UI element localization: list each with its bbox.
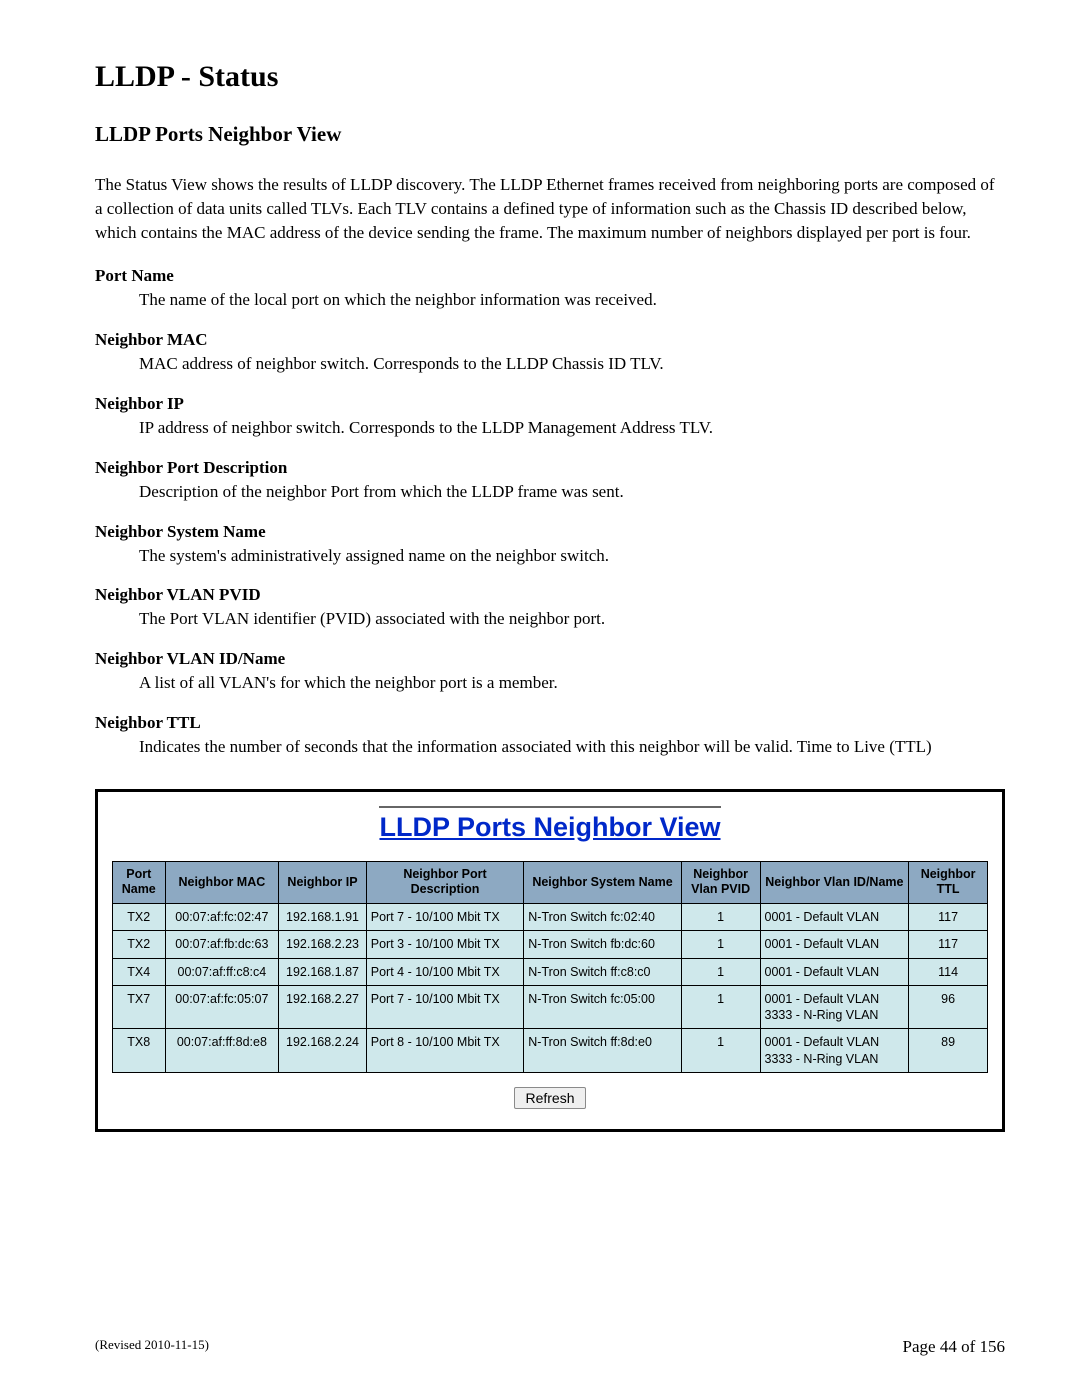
definition-item: Neighbor System NameThe system's adminis… — [95, 522, 1005, 568]
definition-description: Description of the neighbor Port from wh… — [139, 480, 1005, 504]
definition-description: A list of all VLAN's for which the neigh… — [139, 671, 1005, 695]
table-cell: 00:07:af:ff:c8:c4 — [165, 958, 279, 985]
table-cell: N-Tron Switch fb:dc:60 — [524, 931, 682, 958]
table-row: TX200:07:af:fb:dc:63192.168.2.23Port 3 -… — [113, 931, 988, 958]
table-cell: 1 — [681, 985, 760, 1029]
definition-description: Indicates the number of seconds that the… — [139, 735, 1005, 759]
table-cell: 192.168.1.91 — [279, 904, 367, 931]
table-cell: 1 — [681, 1029, 760, 1073]
table-cell: 1 — [681, 958, 760, 985]
table-cell: 0001 - Default VLAN3333 - N-Ring VLAN — [760, 1029, 909, 1073]
table-cell: 00:07:af:fb:dc:63 — [165, 931, 279, 958]
table-cell: 0001 - Default VLAN — [760, 958, 909, 985]
table-cell: 89 — [909, 1029, 988, 1073]
table-header-cell: Port Name — [113, 861, 166, 903]
definition-item: Neighbor MACMAC address of neighbor swit… — [95, 330, 1005, 376]
table-cell: Port 7 - 10/100 Mbit TX — [366, 904, 524, 931]
table-cell: 96 — [909, 985, 988, 1029]
table-cell: 00:07:af:ff:8d:e8 — [165, 1029, 279, 1073]
table-cell: 192.168.2.27 — [279, 985, 367, 1029]
table-cell: 00:07:af:fc:02:47 — [165, 904, 279, 931]
definition-item: Neighbor VLAN ID/NameA list of all VLAN'… — [95, 649, 1005, 695]
table-row: TX700:07:af:fc:05:07192.168.2.27Port 7 -… — [113, 985, 988, 1029]
table-cell: Port 3 - 10/100 Mbit TX — [366, 931, 524, 958]
page-footer: (Revised 2010-11-15) Page 44 of 156 — [95, 1337, 1005, 1357]
table-row: TX200:07:af:fc:02:47192.168.1.91Port 7 -… — [113, 904, 988, 931]
definitions-list: Port NameThe name of the local port on w… — [95, 266, 1005, 758]
definition-description: The system's administratively assigned n… — [139, 544, 1005, 568]
table-header-row: Port NameNeighbor MACNeighbor IPNeighbor… — [113, 861, 988, 903]
page-subtitle: LLDP Ports Neighbor View — [95, 122, 1005, 147]
table-cell: N-Tron Switch fc:02:40 — [524, 904, 682, 931]
definition-item: Neighbor Port DescriptionDescription of … — [95, 458, 1005, 504]
table-cell: 0001 - Default VLAN3333 - N-Ring VLAN — [760, 985, 909, 1029]
table-cell: 192.168.1.87 — [279, 958, 367, 985]
definition-description: MAC address of neighbor switch. Correspo… — [139, 352, 1005, 376]
definition-item: Port NameThe name of the local port on w… — [95, 266, 1005, 312]
table-header-cell: Neighbor System Name — [524, 861, 682, 903]
table-row: TX800:07:af:ff:8d:e8192.168.2.24Port 8 -… — [113, 1029, 988, 1073]
table-row: TX400:07:af:ff:c8:c4192.168.1.87Port 4 -… — [113, 958, 988, 985]
table-header-cell: Neighbor MAC — [165, 861, 279, 903]
footer-revised: (Revised 2010-11-15) — [95, 1337, 209, 1357]
table-header-cell: Neighbor TTL — [909, 861, 988, 903]
table-cell: 0001 - Default VLAN — [760, 904, 909, 931]
table-cell: 192.168.2.23 — [279, 931, 367, 958]
table-cell: TX2 — [113, 931, 166, 958]
definition-item: Neighbor IPIP address of neighbor switch… — [95, 394, 1005, 440]
definition-term: Port Name — [95, 266, 1005, 286]
table-cell: 1 — [681, 904, 760, 931]
definition-term: Neighbor VLAN ID/Name — [95, 649, 1005, 669]
table-header-cell: Neighbor IP — [279, 861, 367, 903]
table-cell: 192.168.2.24 — [279, 1029, 367, 1073]
table-cell: Port 7 - 10/100 Mbit TX — [366, 985, 524, 1029]
table-header-cell: Neighbor Vlan PVID — [681, 861, 760, 903]
footer-page-number: Page 44 of 156 — [903, 1337, 1005, 1357]
table-cell: 114 — [909, 958, 988, 985]
definition-term: Neighbor IP — [95, 394, 1005, 414]
panel-title: LLDP Ports Neighbor View — [379, 806, 720, 843]
page-title: LLDP - Status — [95, 60, 1005, 94]
table-cell: 0001 - Default VLAN — [760, 931, 909, 958]
definition-term: Neighbor MAC — [95, 330, 1005, 350]
table-cell: 117 — [909, 904, 988, 931]
table-cell: N-Tron Switch fc:05:00 — [524, 985, 682, 1029]
definition-term: Neighbor VLAN PVID — [95, 585, 1005, 605]
table-cell: TX7 — [113, 985, 166, 1029]
definition-description: The name of the local port on which the … — [139, 288, 1005, 312]
table-cell: TX2 — [113, 904, 166, 931]
table-cell: 1 — [681, 931, 760, 958]
table-cell: 117 — [909, 931, 988, 958]
table-cell: N-Tron Switch ff:c8:c0 — [524, 958, 682, 985]
definition-description: The Port VLAN identifier (PVID) associat… — [139, 607, 1005, 631]
refresh-button[interactable]: Refresh — [514, 1087, 585, 1109]
definition-term: Neighbor System Name — [95, 522, 1005, 542]
table-cell: TX8 — [113, 1029, 166, 1073]
definition-item: Neighbor VLAN PVIDThe Port VLAN identifi… — [95, 585, 1005, 631]
table-cell: Port 4 - 10/100 Mbit TX — [366, 958, 524, 985]
table-cell: TX4 — [113, 958, 166, 985]
neighbor-view-panel: LLDP Ports Neighbor View Port NameNeighb… — [95, 789, 1005, 1132]
table-header-cell: Neighbor Vlan ID/Name — [760, 861, 909, 903]
definition-item: Neighbor TTLIndicates the number of seco… — [95, 713, 1005, 759]
table-header-cell: Neighbor Port Description — [366, 861, 524, 903]
definition-description: IP address of neighbor switch. Correspon… — [139, 416, 1005, 440]
table-cell: N-Tron Switch ff:8d:e0 — [524, 1029, 682, 1073]
table-cell: 00:07:af:fc:05:07 — [165, 985, 279, 1029]
definition-term: Neighbor Port Description — [95, 458, 1005, 478]
neighbor-table: Port NameNeighbor MACNeighbor IPNeighbor… — [112, 861, 988, 1073]
definition-term: Neighbor TTL — [95, 713, 1005, 733]
table-cell: Port 8 - 10/100 Mbit TX — [366, 1029, 524, 1073]
intro-paragraph: The Status View shows the results of LLD… — [95, 173, 1005, 244]
